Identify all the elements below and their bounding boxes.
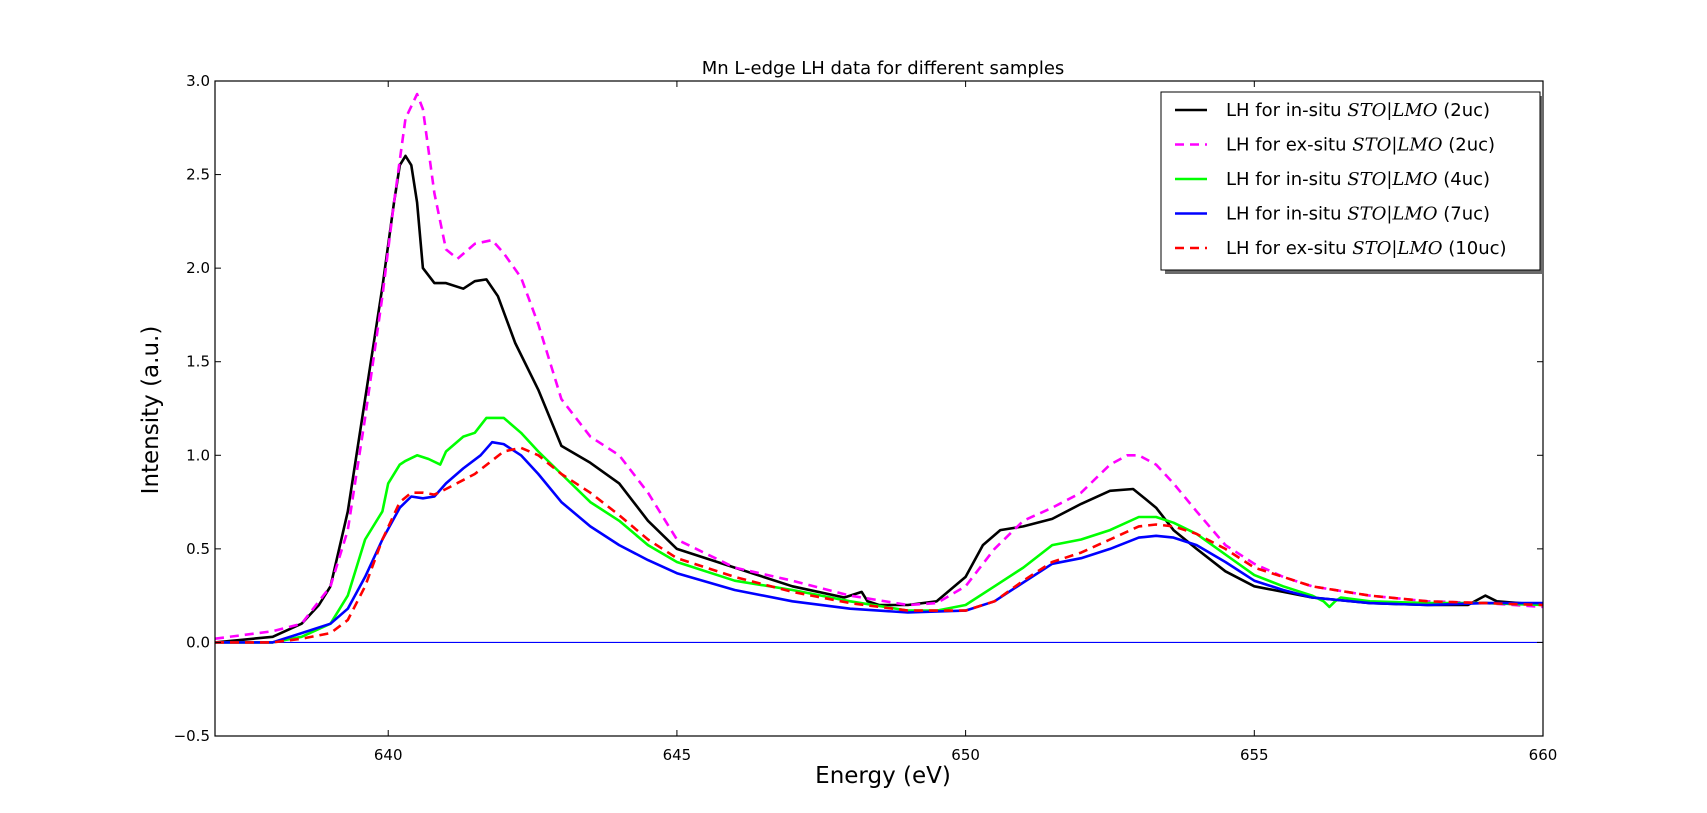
legend-box xyxy=(1160,91,1541,271)
y-tick-label: 2.5 xyxy=(186,166,210,184)
x-tick-label: 660 xyxy=(1529,746,1558,764)
legend-label-4: LH for in-situ STO|LMO (7uc) xyxy=(1226,204,1490,225)
y-tick-label: 0.0 xyxy=(186,633,210,651)
series-line-3 xyxy=(215,416,1543,644)
axes-frame xyxy=(214,80,1544,737)
legend-label-5: LH for ex-situ STO|LMO (10uc) xyxy=(1226,238,1507,259)
x-axis-label: Energy (eV) xyxy=(815,763,951,789)
series-line-5 xyxy=(215,446,1543,644)
legend-label-3: LH for in-situ STO|LMO (4uc) xyxy=(1226,169,1490,190)
y-tick-label: 1.0 xyxy=(186,446,210,464)
y-tick-label: 3.0 xyxy=(186,72,210,90)
legend-label-2: LH for ex-situ STO|LMO (2uc) xyxy=(1226,135,1495,156)
x-tick-label: 640 xyxy=(374,746,403,764)
series-line-1 xyxy=(215,154,1543,644)
x-tick-label: 650 xyxy=(951,746,980,764)
x-tick-label: 655 xyxy=(1240,746,1269,764)
y-axis-label: Intensity (a.u.) xyxy=(138,326,164,495)
x-tick-label: 645 xyxy=(663,746,692,764)
plot-area: 640 645 650 655 660 −0.5 0.0 0.5 1.0 1.5 2.0 2.5 3.0 xyxy=(174,72,1558,764)
y-tick-label: 2.0 xyxy=(186,259,210,277)
series-line-4 xyxy=(215,440,1543,644)
legend: LH for in-situ STO|LMO (2uc) LH for ex-si… xyxy=(1160,91,1544,274)
y-tick-label: −0.5 xyxy=(174,727,210,745)
y-tick-label: 0.5 xyxy=(186,540,210,558)
legend-label-1: LH for in-situ STO|LMO (2uc) xyxy=(1226,100,1490,121)
chart-title: Mn L-edge LH data for different samples xyxy=(702,58,1065,79)
y-tick-label: 1.5 xyxy=(186,353,210,371)
